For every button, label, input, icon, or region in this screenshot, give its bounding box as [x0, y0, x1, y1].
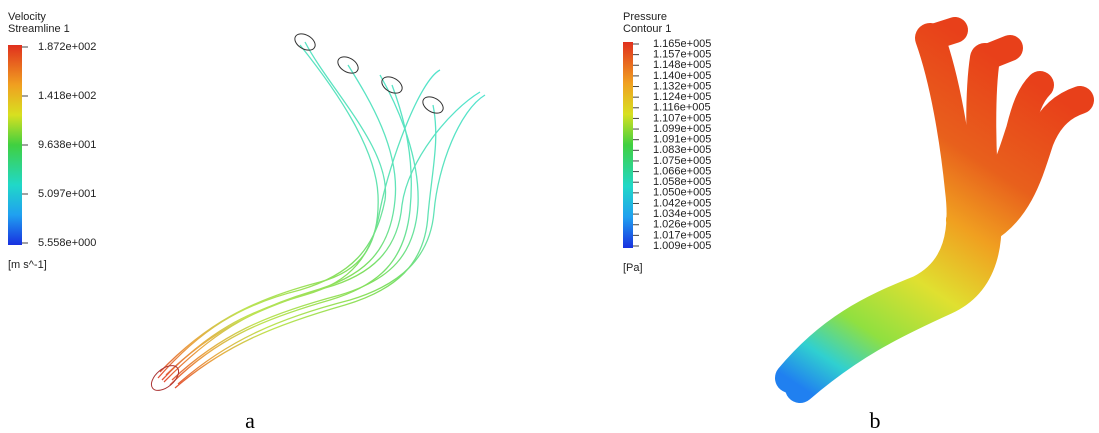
legend-title: Pressure — [623, 11, 667, 23]
legend-label: 1.026e+005 — [653, 219, 711, 231]
legend-label: 1.116e+005 — [653, 102, 711, 114]
legend-label: 1.042e+005 — [653, 197, 711, 209]
legend-label: 1.083e+005 — [653, 144, 711, 156]
caption: b — [870, 408, 881, 433]
streamlines — [157, 41, 486, 389]
panel-a — [8, 33, 486, 391]
legend-label: 1.148e+005 — [653, 59, 711, 71]
legend-label: 1.165e+005 — [653, 38, 711, 50]
legend-label: 1.009e+005 — [653, 240, 711, 252]
pipes — [775, 17, 1094, 403]
inlet — [150, 365, 180, 391]
legend-title: Velocity — [8, 11, 46, 23]
legend-label: 1.132e+005 — [653, 80, 711, 92]
outlet — [381, 76, 403, 94]
legend-label: 1.140e+005 — [653, 70, 711, 82]
outlet — [337, 56, 359, 74]
legend-label: 1.058e+005 — [653, 176, 711, 188]
legend-label: 1.418e+002 — [38, 90, 96, 102]
legend-label: 1.050e+005 — [653, 187, 711, 199]
legend-subtitle: Contour 1 — [623, 23, 671, 35]
panel-b — [623, 17, 1094, 403]
legend-unit: [m s^-1] — [8, 259, 47, 271]
colorbar — [623, 42, 633, 248]
legend-label: 5.558e+000 — [38, 237, 96, 249]
legend-label: 9.638e+001 — [38, 139, 96, 151]
outlet — [294, 33, 316, 51]
legend-label: 1.066e+005 — [653, 165, 711, 177]
legend-label: 1.872e+002 — [38, 41, 96, 53]
legend-label: 1.157e+005 — [653, 49, 711, 61]
outlet — [422, 96, 444, 114]
legend-label: 1.099e+005 — [653, 123, 711, 135]
legend-subtitle: Streamline 1 — [8, 23, 70, 35]
legend-label: 1.075e+005 — [653, 155, 711, 167]
legend-label: 1.017e+005 — [653, 229, 711, 241]
legend-label: 5.097e+001 — [38, 188, 96, 200]
colorbar — [8, 45, 22, 245]
caption: a — [245, 408, 255, 433]
legend-label: 1.034e+005 — [653, 208, 711, 220]
legend-label: 1.124e+005 — [653, 91, 711, 103]
legend-unit: [Pa] — [623, 262, 643, 274]
legend-label: 1.107e+005 — [653, 112, 711, 124]
legend-label: 1.091e+005 — [653, 134, 711, 146]
